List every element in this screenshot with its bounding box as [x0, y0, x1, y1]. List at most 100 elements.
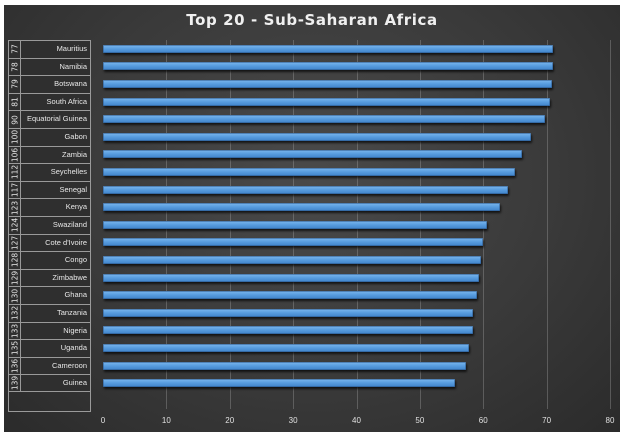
category-label-row: 112 Seychelles	[8, 163, 91, 181]
rank-cell: 133	[9, 322, 21, 340]
category-label-row: 90 Equatorial Guinea	[8, 110, 91, 128]
rank-value: 78	[10, 62, 19, 72]
category-label-row: 117 Senegal	[8, 180, 91, 199]
country-label: Nigeria	[63, 325, 87, 335]
category-label-row: 100 Gabon	[8, 127, 91, 146]
gridline	[610, 40, 611, 409]
country-label: South Africa	[46, 96, 87, 106]
rank-value: 132	[10, 306, 19, 321]
country-label: Uganda	[60, 343, 87, 353]
rank-cell: 129	[9, 269, 21, 287]
x-tick-label: 0	[100, 416, 106, 425]
country-label: Seychelles	[50, 167, 87, 177]
rank-cell: 123	[9, 199, 21, 216]
country-label: Cameroon	[51, 360, 87, 370]
rank-value: 79	[10, 79, 19, 90]
x-tick-label: 30	[288, 416, 298, 425]
country-label: Gabon	[64, 131, 87, 141]
rank-value: 123	[10, 200, 19, 215]
category-label-row: 133 Nigeria	[8, 321, 91, 340]
data-bar	[103, 238, 483, 247]
category-label-row: 77 Mauritius	[8, 40, 91, 58]
rank-value: 129	[10, 270, 19, 286]
category-label-row: 124 Swaziland	[8, 215, 91, 234]
data-bar	[103, 44, 553, 53]
rank-cell: 117	[9, 181, 21, 199]
data-bar	[103, 97, 550, 106]
rank-value: 100	[10, 130, 19, 145]
category-label-row: 127 Cote d'Ivoire	[8, 233, 91, 252]
rank-cell: 139	[9, 375, 21, 391]
country-label: Equatorial Guinea	[26, 114, 87, 124]
rank-value: 112	[10, 165, 19, 180]
x-tick-label: 70	[542, 416, 552, 425]
country-label: Guinea	[62, 378, 87, 388]
rank-value: 106	[10, 147, 19, 163]
rank-cell: 132	[9, 304, 21, 322]
rank-cell: 136	[9, 357, 21, 375]
data-bar	[103, 291, 477, 300]
country-label: Tanzania	[56, 307, 87, 317]
x-tick-label: 10	[161, 416, 171, 425]
data-bar	[103, 361, 467, 370]
chart-container: Top 20 - Sub-Saharan Africa 77 Mauritius 7…	[4, 5, 620, 432]
x-tick-label: 50	[415, 416, 425, 425]
x-tick-label: 20	[225, 416, 235, 425]
category-label-row: 106 Zambia	[8, 145, 91, 164]
rank-cell: 127	[9, 234, 21, 252]
country-label: Cote d'Ivoire	[45, 237, 87, 247]
data-bar	[103, 150, 522, 159]
category-label-row: 81 South Africa	[8, 92, 91, 111]
gridline	[546, 40, 548, 409]
data-bar	[103, 326, 474, 335]
data-bar	[103, 379, 455, 388]
rank-cell: 130	[9, 287, 21, 304]
category-label-row: 129 Zimbabwe	[8, 268, 91, 287]
category-label-row: 79 Botswana	[8, 75, 91, 93]
rank-value: 81	[10, 97, 19, 107]
x-tick-label: 40	[352, 416, 361, 425]
country-label: Senegal	[59, 184, 87, 194]
data-bar	[103, 256, 481, 264]
rank-value: 135	[10, 341, 19, 356]
rank-cell: 128	[9, 252, 21, 269]
country-label: Kenya	[65, 202, 87, 212]
country-label: Swaziland	[52, 219, 87, 229]
country-label: Zimbabwe	[52, 272, 87, 282]
rank-cell: 135	[9, 340, 21, 357]
data-bar	[103, 115, 545, 124]
rank-value: 90	[10, 114, 19, 125]
rank-value: 124	[10, 218, 19, 233]
rank-cell: 79	[9, 76, 21, 93]
category-label-row: 139 Guinea	[8, 374, 91, 392]
country-label: Congo	[64, 255, 87, 265]
rank-value: 130	[10, 288, 19, 303]
data-bar	[103, 273, 479, 282]
category-label-row: 132 Tanzania	[8, 303, 91, 322]
country-label: Botswana	[54, 79, 87, 89]
rank-cell: 124	[9, 216, 21, 234]
country-label: Mauritius	[56, 44, 87, 53]
rank-cell: 106	[9, 146, 21, 164]
data-bar	[103, 308, 474, 317]
data-bar	[103, 344, 469, 352]
rank-value: 128	[10, 253, 19, 268]
category-label-row: 130 Ghana	[8, 286, 91, 304]
data-bar	[103, 185, 508, 194]
x-tick-label: 60	[478, 416, 488, 425]
plot-area	[103, 40, 611, 409]
category-label-row: 135 Uganda	[8, 339, 91, 357]
rank-cell: 100	[9, 128, 21, 146]
category-label-row: 78 Namibia	[8, 57, 91, 76]
category-labels: 77 Mauritius 78 Namibia 79 Botswana 81 South Af…	[8, 40, 91, 392]
rank-value: 77	[10, 44, 19, 55]
rank-cell: 81	[9, 93, 21, 111]
rank-value: 136	[10, 358, 19, 374]
category-label-row: 123 Kenya	[8, 198, 91, 216]
country-label: Namibia	[59, 61, 87, 71]
country-label: Zambia	[61, 149, 87, 159]
rank-value: 133	[10, 323, 19, 338]
data-bar	[103, 62, 553, 71]
x-tick-label: 80	[605, 416, 615, 425]
data-bar	[103, 220, 488, 229]
